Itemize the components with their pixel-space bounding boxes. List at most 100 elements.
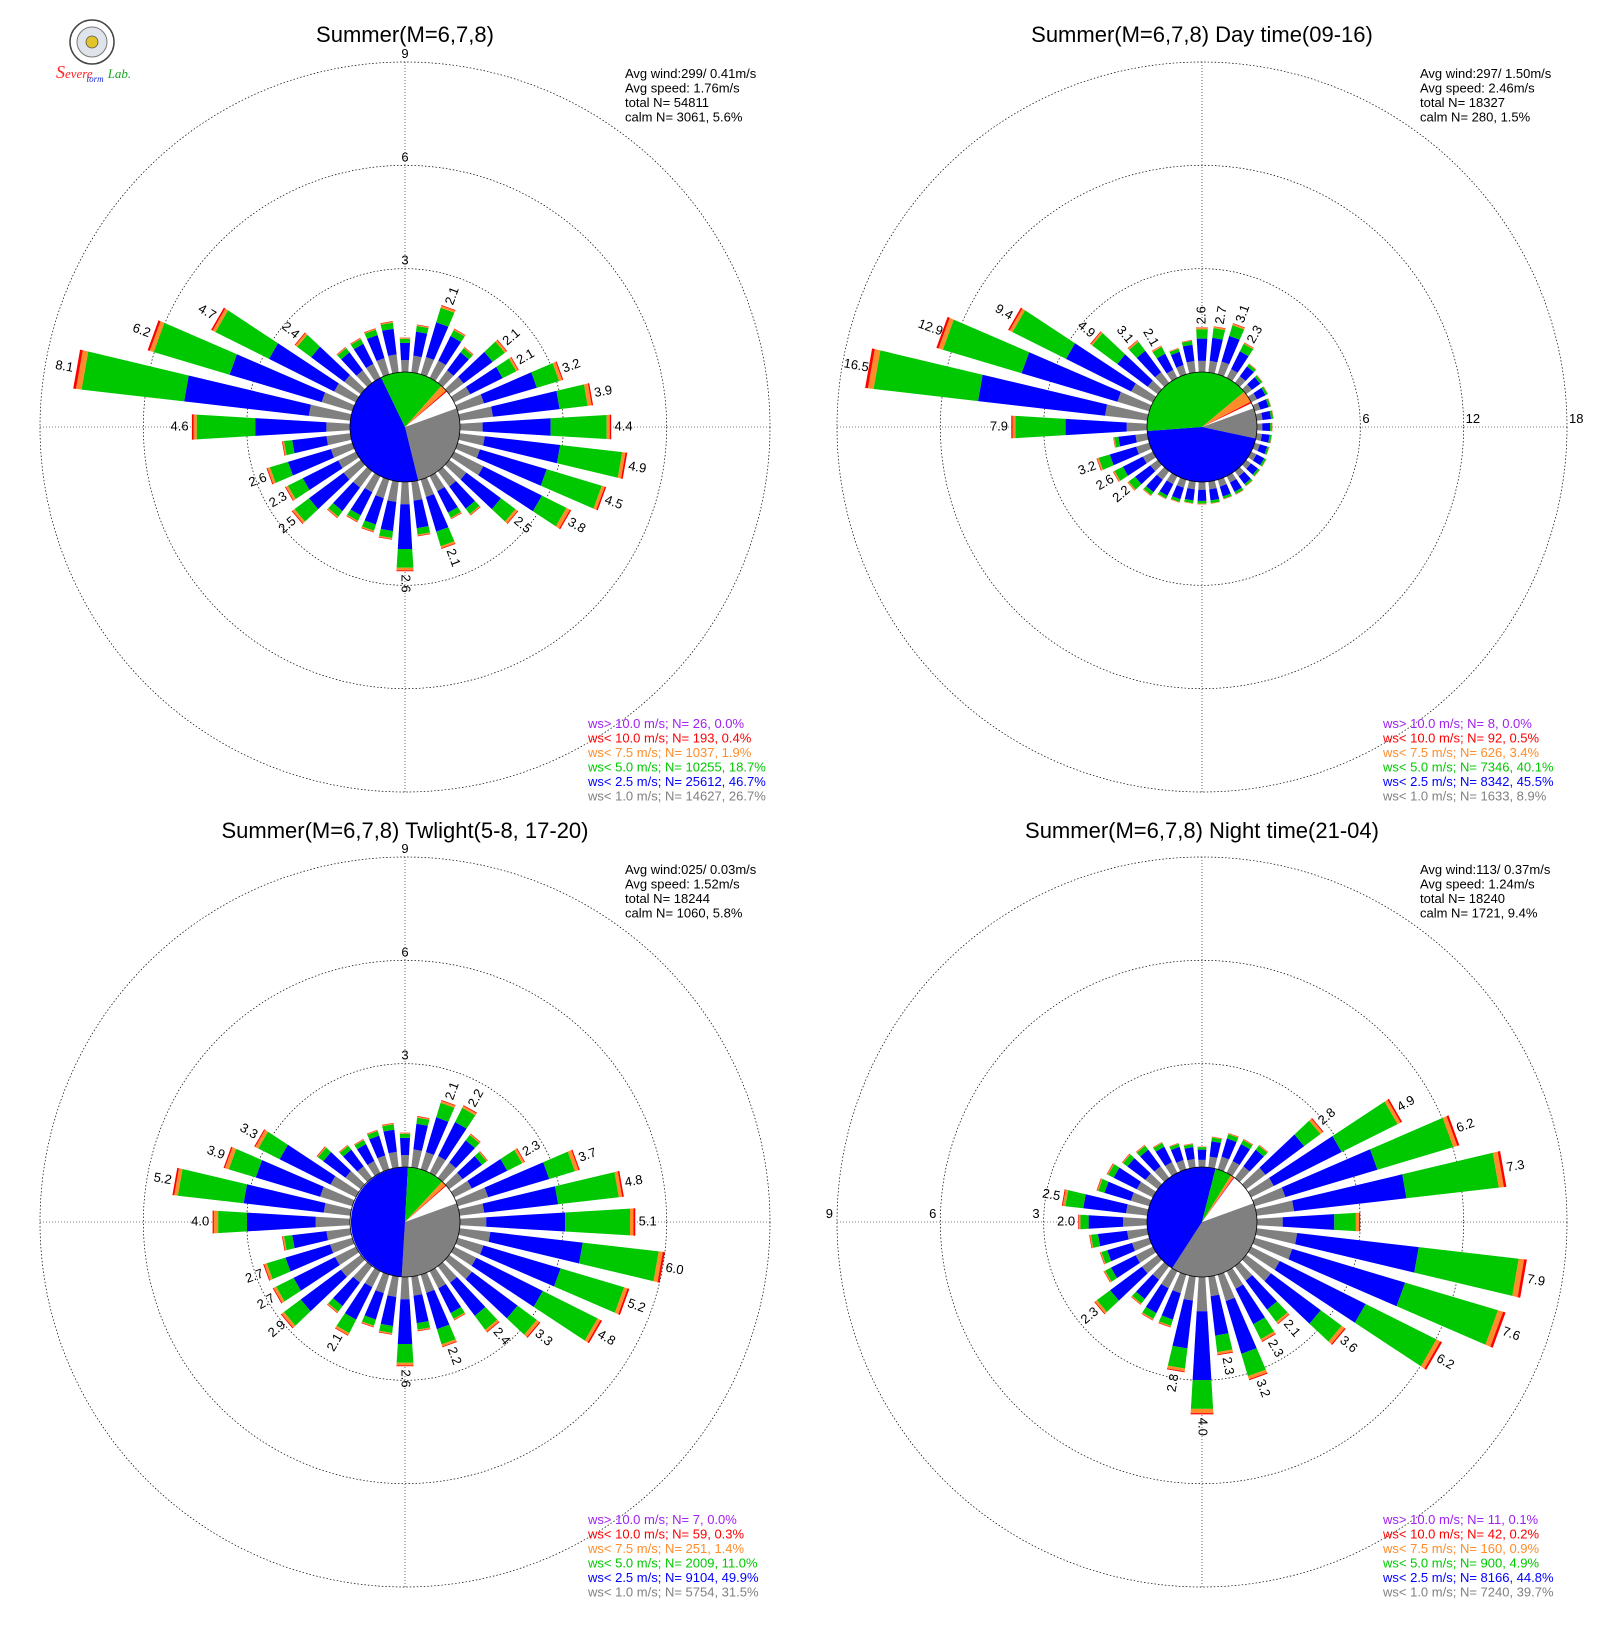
- bar-segment: [382, 1123, 394, 1127]
- bar-segment: [341, 352, 363, 376]
- bar-segment: [292, 1231, 328, 1249]
- bar-segment: [1152, 345, 1162, 353]
- bar-dir-130: 3.3: [445, 1254, 556, 1349]
- bar-label: 2.2: [464, 1086, 486, 1109]
- bar-segment: [1217, 1351, 1234, 1356]
- bar-segment: [1238, 471, 1251, 485]
- bar-segment: [1267, 398, 1271, 407]
- bar-segment: [596, 486, 607, 511]
- bar-segment: [1245, 480, 1253, 487]
- bar-segment: [191, 414, 194, 440]
- calm-pie-slice: [1202, 391, 1251, 427]
- bar-segment: [936, 316, 950, 349]
- bar-segment: [1268, 398, 1272, 407]
- bar-label: 2.3: [1219, 1356, 1237, 1376]
- bar-segment: [556, 384, 588, 410]
- calm-pie-slice: [350, 1167, 408, 1277]
- bar-segment: [552, 361, 563, 382]
- ring-label: 6: [1362, 411, 1369, 426]
- bar-segment: [617, 1170, 624, 1197]
- bar-segment: [1256, 423, 1263, 431]
- bar-segment: [1208, 1156, 1218, 1169]
- bar-segment: [1118, 434, 1137, 447]
- calm-pie-slice: [405, 385, 447, 427]
- bar-label: 2.1: [444, 546, 464, 568]
- bar-segment: [1208, 360, 1218, 374]
- bar-segment: [417, 532, 431, 536]
- bar-segment: [1272, 410, 1274, 419]
- bar-segment: [474, 1307, 498, 1330]
- bar-segment: [1089, 1234, 1094, 1249]
- bar-segment: [480, 1245, 561, 1287]
- bar-label: 2.1: [323, 1331, 345, 1354]
- bar-segment: [378, 1331, 392, 1335]
- bar-label: 2.6: [399, 1370, 414, 1388]
- bar-dir-180: [1197, 481, 1207, 505]
- bar-segment: [411, 1275, 423, 1296]
- bar-segment: [436, 527, 455, 547]
- info-calm: calm N= 1060, 5.8%: [625, 906, 743, 921]
- bar-segment: [377, 1155, 390, 1172]
- bar-dir-170: [1208, 480, 1220, 504]
- bar-segment: [1221, 1138, 1237, 1160]
- bar-segment: [449, 481, 475, 509]
- bar-segment: [1100, 1252, 1106, 1265]
- bar-segment: [1274, 1261, 1366, 1323]
- bar-segment: [1257, 444, 1268, 455]
- calm-pie-slice: [401, 1203, 461, 1277]
- bar-segment: [1442, 1116, 1458, 1148]
- bar-segment: [264, 1263, 273, 1281]
- bar-segment: [380, 1295, 397, 1327]
- bar-segment: [1258, 1145, 1268, 1153]
- bar-segment: [1166, 1368, 1185, 1373]
- bar-dir-90: [1256, 422, 1273, 432]
- bar-segment: [1211, 1136, 1222, 1139]
- bar-segment: [317, 1147, 331, 1162]
- bar-segment: [1136, 1145, 1146, 1153]
- bar-segment: [366, 335, 385, 361]
- bar-segment: [942, 319, 1030, 374]
- legend-entry: ws< 1.0 m/s; N= 1633, 8.9%: [1382, 789, 1547, 804]
- bar-segment: [1143, 488, 1152, 496]
- bar-dir-300: [1106, 1163, 1157, 1198]
- bar-segment: [1104, 1270, 1112, 1283]
- bar-segment: [1211, 1136, 1222, 1140]
- bar-segment: [361, 527, 374, 533]
- bar-segment: [276, 1277, 301, 1302]
- bar-segment: [367, 1161, 381, 1177]
- legend-entry: ws< 7.5 m/s; N= 160, 0.9%: [1382, 1541, 1540, 1556]
- bar-segment: [1154, 1166, 1170, 1182]
- bar-segment: [1239, 366, 1254, 381]
- bar-segment: [471, 1257, 543, 1307]
- bar-dir-280: 16.5: [843, 348, 1149, 421]
- bar-segment: [1244, 478, 1253, 486]
- bar-segment: [465, 1271, 518, 1319]
- bar-segment: [413, 499, 429, 529]
- bar-segment: [1107, 1163, 1115, 1175]
- bar-segment: [327, 509, 338, 519]
- bar-segment: [346, 515, 358, 523]
- bar-segment: [396, 570, 414, 572]
- bar-segment: [1242, 459, 1251, 469]
- bar-dir-70: 3.2: [455, 355, 582, 412]
- bar-segment: [1113, 437, 1116, 448]
- bar-dir-170: [411, 480, 431, 537]
- wind-rose-panel-1: 2.12.12.1 3.23.94.44.94.53.82.52.12.62.52…: [39, 22, 771, 804]
- bar-segment: [1414, 1247, 1519, 1296]
- bar-dir-350: [381, 1122, 399, 1169]
- bar-segment: [420, 477, 434, 497]
- bar-segment: [1153, 1142, 1165, 1152]
- ring-2: [142, 959, 668, 1485]
- bar-segment: [1147, 380, 1162, 395]
- bar-segment: [1269, 410, 1274, 419]
- bar-segment: [287, 449, 334, 476]
- bar-segment: [416, 325, 429, 334]
- bar-dir-0: 2.6: [1193, 306, 1208, 373]
- bar-segment: [1256, 375, 1263, 382]
- bar-dir-50: 2.8: [1242, 1105, 1338, 1190]
- bar-segment: [366, 1129, 378, 1134]
- bar-segment: [1295, 1233, 1419, 1273]
- bar-segment: [1196, 1276, 1208, 1312]
- bar-segment: [243, 1184, 326, 1213]
- bar-segment: [387, 480, 399, 502]
